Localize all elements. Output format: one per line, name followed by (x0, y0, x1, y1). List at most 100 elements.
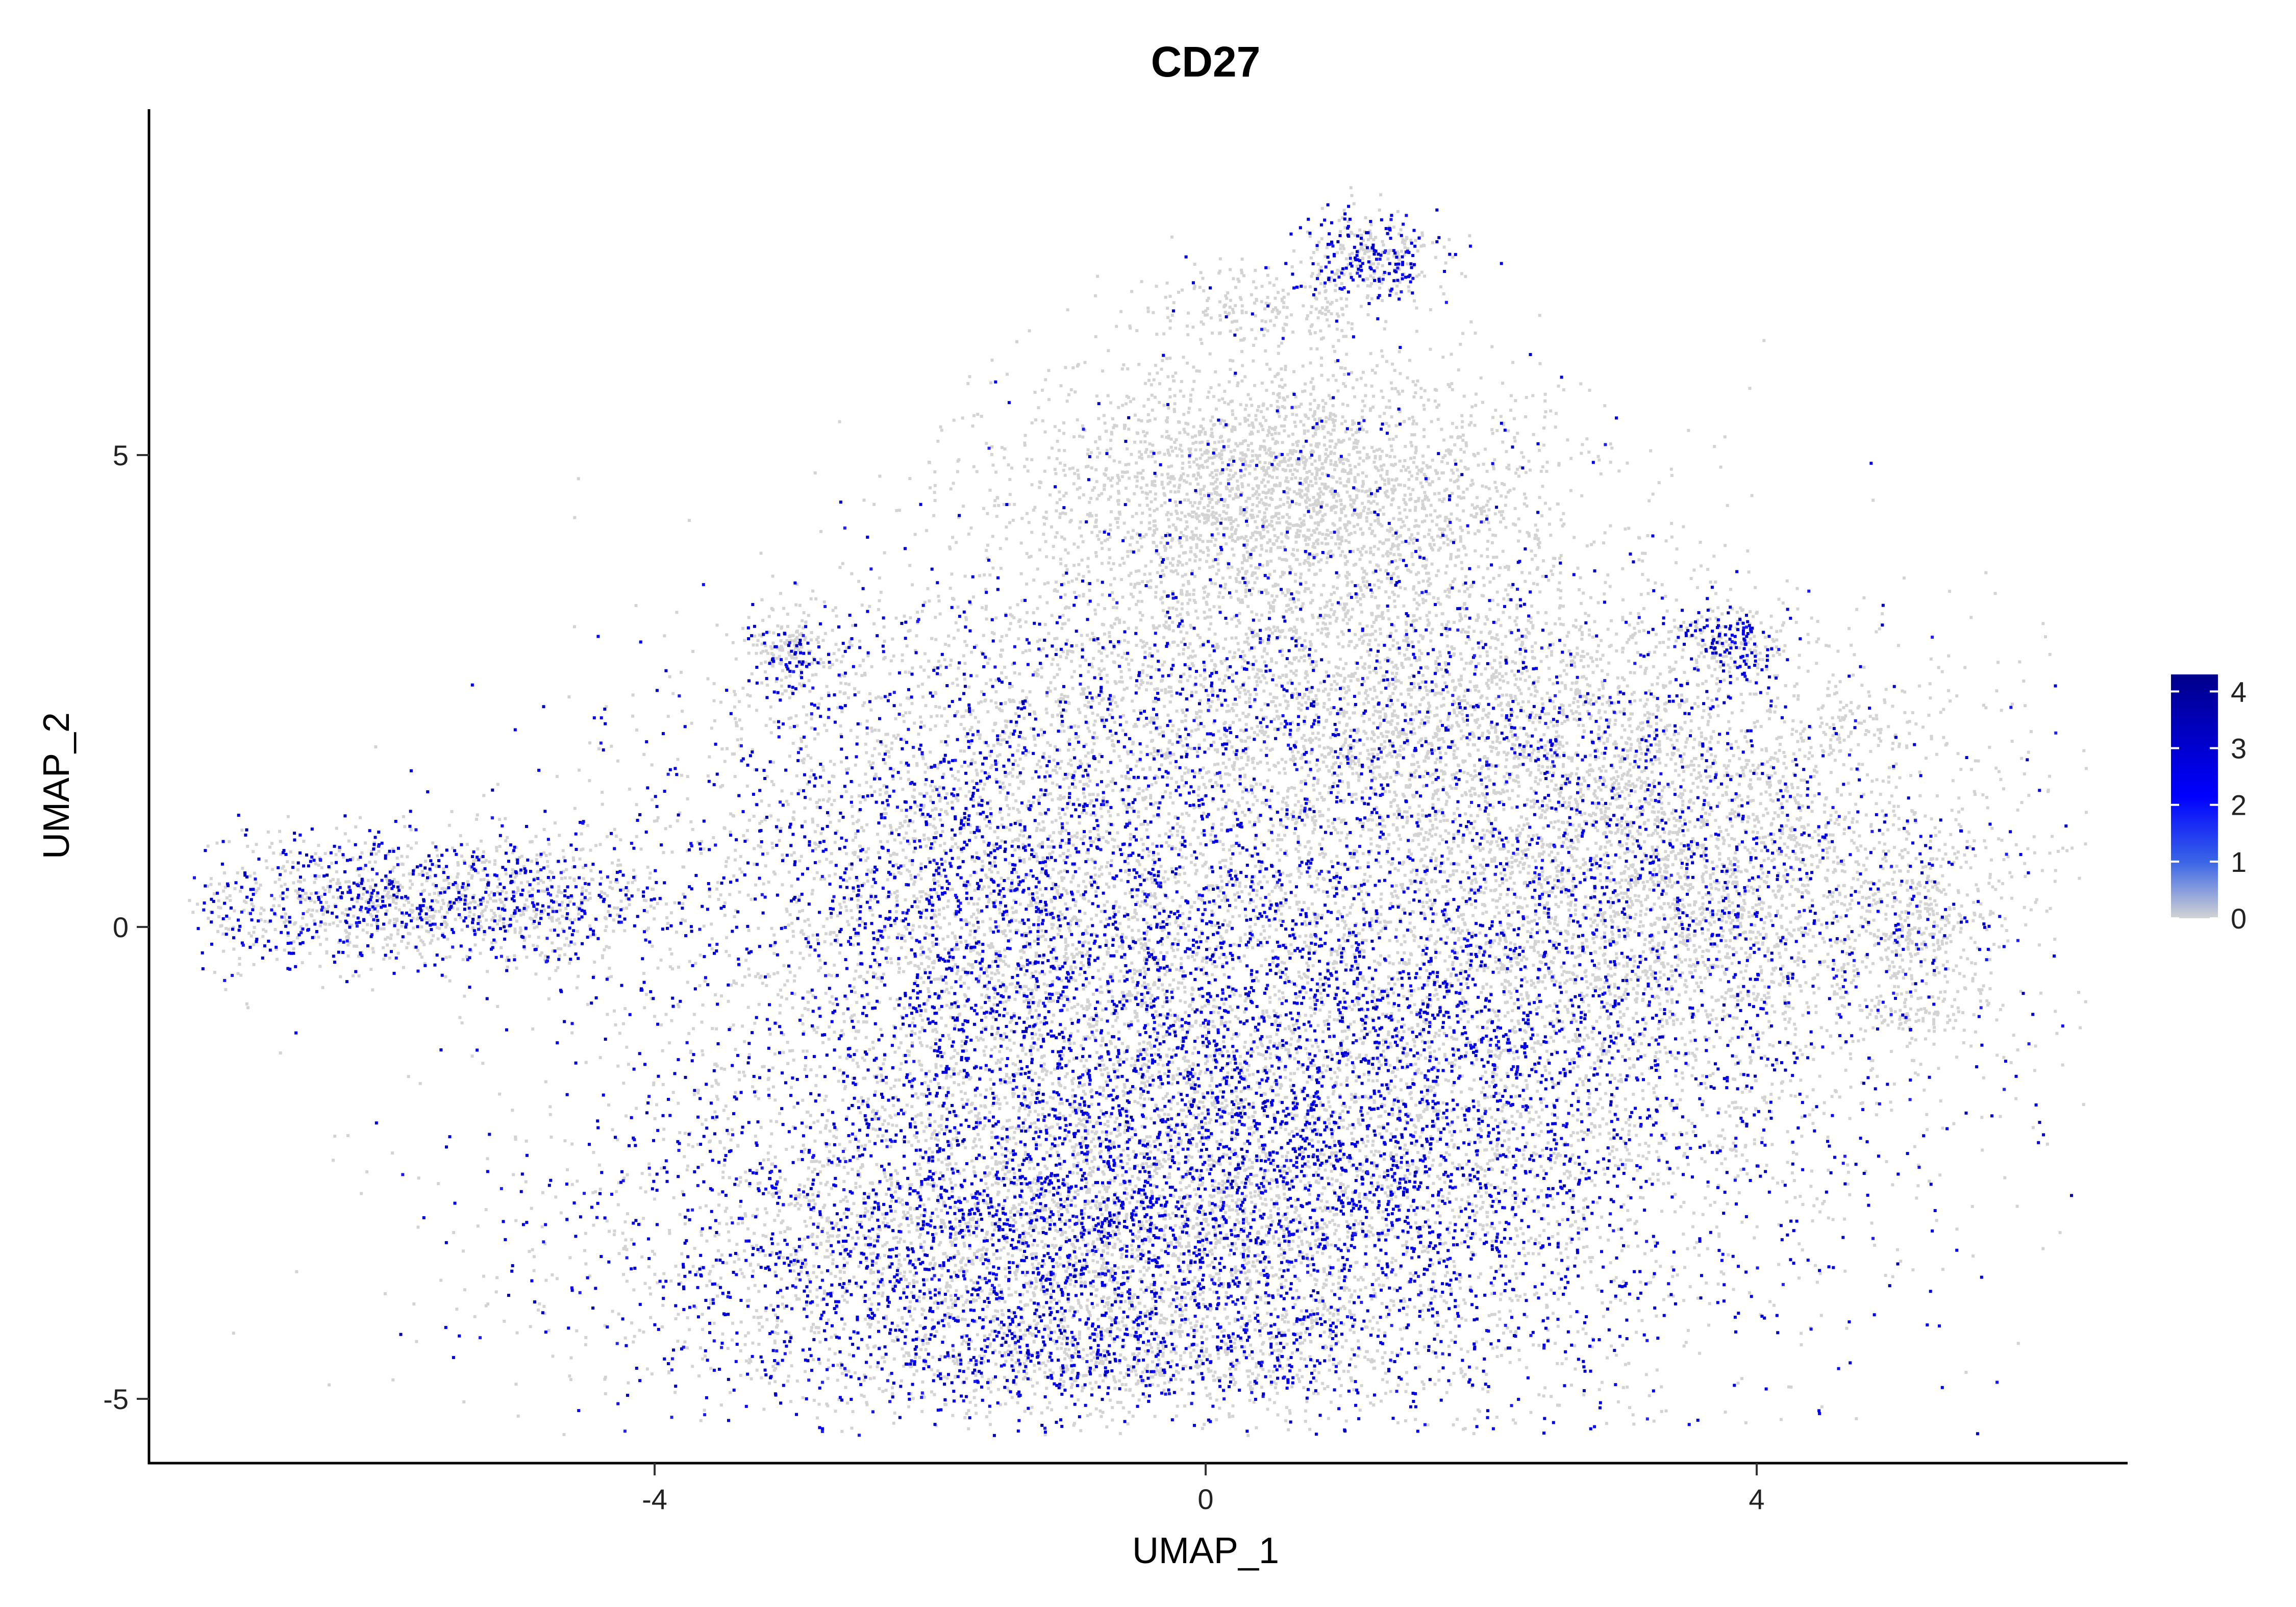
cell-point (1525, 1315, 1529, 1318)
cell-point (1502, 929, 1505, 933)
cell-point (1436, 1175, 1439, 1178)
cell-point (913, 1121, 917, 1124)
cell-point (1607, 1050, 1611, 1053)
cell-point (1218, 861, 1221, 864)
cell-point (1457, 1304, 1460, 1308)
cell-point (1466, 1020, 1470, 1024)
cell-point (1155, 1138, 1159, 1141)
cell-point (1240, 1066, 1244, 1070)
cell-point (1215, 1272, 1218, 1276)
cell-point (1237, 1068, 1240, 1072)
cell-point (1162, 1374, 1165, 1377)
cell-point (1232, 993, 1236, 996)
cell-point (964, 735, 968, 738)
cell-point (1410, 1097, 1413, 1100)
cell-point (1219, 1022, 1223, 1026)
cell-point (1294, 996, 1298, 999)
cell-point (1643, 1252, 1646, 1256)
cell-point (1256, 1081, 1259, 1085)
cell-point (1441, 1116, 1444, 1120)
cell-point (851, 1014, 854, 1018)
cell-point (1619, 1023, 1623, 1027)
cell-point (1285, 1154, 1288, 1158)
cell-point (1019, 1300, 1022, 1303)
cell-point (1387, 955, 1391, 958)
cell-point (1271, 1220, 1275, 1223)
cell-point (1447, 832, 1451, 835)
cell-point (1799, 1195, 1802, 1198)
cell-point (1435, 1355, 1438, 1359)
cell-point (1117, 1031, 1120, 1034)
cell-point (1092, 1156, 1096, 1159)
cell-point (1916, 1184, 1920, 1188)
cell-point (1302, 1150, 1305, 1154)
cell-point (1776, 1182, 1779, 1185)
cell-point (1378, 773, 1381, 776)
cell-point (1911, 1268, 1915, 1272)
cell-point (1150, 1283, 1153, 1286)
cell-point (1069, 1032, 1073, 1036)
cell-point (1262, 1067, 1266, 1070)
cell-point (1712, 964, 1715, 967)
cell-point (1554, 1139, 1558, 1142)
cell-point (1022, 992, 1026, 995)
cell-point (1786, 1161, 1789, 1164)
cell-point (1014, 1072, 1018, 1075)
cell-point (1420, 1040, 1424, 1043)
cell-point (1330, 950, 1333, 953)
cell-point (1467, 1230, 1470, 1234)
cell-point (1281, 1318, 1284, 1321)
cell-point (482, 1274, 485, 1278)
cell-point (1129, 1365, 1133, 1368)
cell-point (1030, 976, 1033, 980)
cell-point (2001, 1003, 2005, 1007)
cell-point (1475, 1204, 1478, 1208)
cell-point (1530, 1105, 1533, 1109)
cell-point (917, 1060, 921, 1063)
cell-point (1330, 953, 1333, 957)
cell-point (1218, 1163, 1222, 1166)
cell-point (1654, 1260, 1658, 1263)
cell-point (1218, 1052, 1221, 1056)
cell-point (1321, 1030, 1325, 1034)
cell-point (1018, 773, 1021, 776)
cell-point (1048, 1207, 1052, 1211)
cell-point (1426, 1208, 1430, 1212)
cell-point (802, 1049, 805, 1053)
cell-point (1679, 848, 1683, 852)
cell-point (1133, 1064, 1136, 1067)
cell-point (1315, 1179, 1318, 1183)
cell-point (1337, 1362, 1340, 1365)
cell-point (1129, 891, 1132, 894)
cell-point (1279, 1126, 1283, 1129)
cell-point (1144, 945, 1148, 948)
cell-point (1003, 1032, 1007, 1036)
cell-point (1679, 1205, 1683, 1209)
cell-point (1662, 1182, 1665, 1186)
cell-point (741, 1024, 744, 1028)
cell-point (1274, 993, 1277, 997)
cell-point (1872, 898, 1876, 902)
cell-point (779, 826, 783, 830)
cell-point (1204, 1062, 1207, 1065)
cell-point (837, 1163, 841, 1167)
cell-point (1377, 961, 1380, 965)
cell-point (1875, 1113, 1878, 1117)
cell-point (1244, 1217, 1248, 1220)
cell-point (1716, 1283, 1720, 1286)
cell-point (1164, 832, 1167, 836)
cell-point (1955, 1227, 1959, 1231)
cell-point (921, 1245, 925, 1249)
cell-point (1529, 1117, 1532, 1121)
cell-point (1072, 1057, 1076, 1061)
cell-point (1515, 1137, 1519, 1140)
cell-point (1250, 1165, 1254, 1169)
cell-point (1377, 1150, 1381, 1153)
cell-point (1159, 1058, 1162, 1061)
cell-point (1300, 1065, 1304, 1068)
cell-point (1767, 717, 1771, 720)
cell-point (1557, 1152, 1560, 1156)
cell-point (1025, 998, 1029, 1002)
cell-point (1378, 1060, 1381, 1064)
cell-point (604, 929, 607, 932)
